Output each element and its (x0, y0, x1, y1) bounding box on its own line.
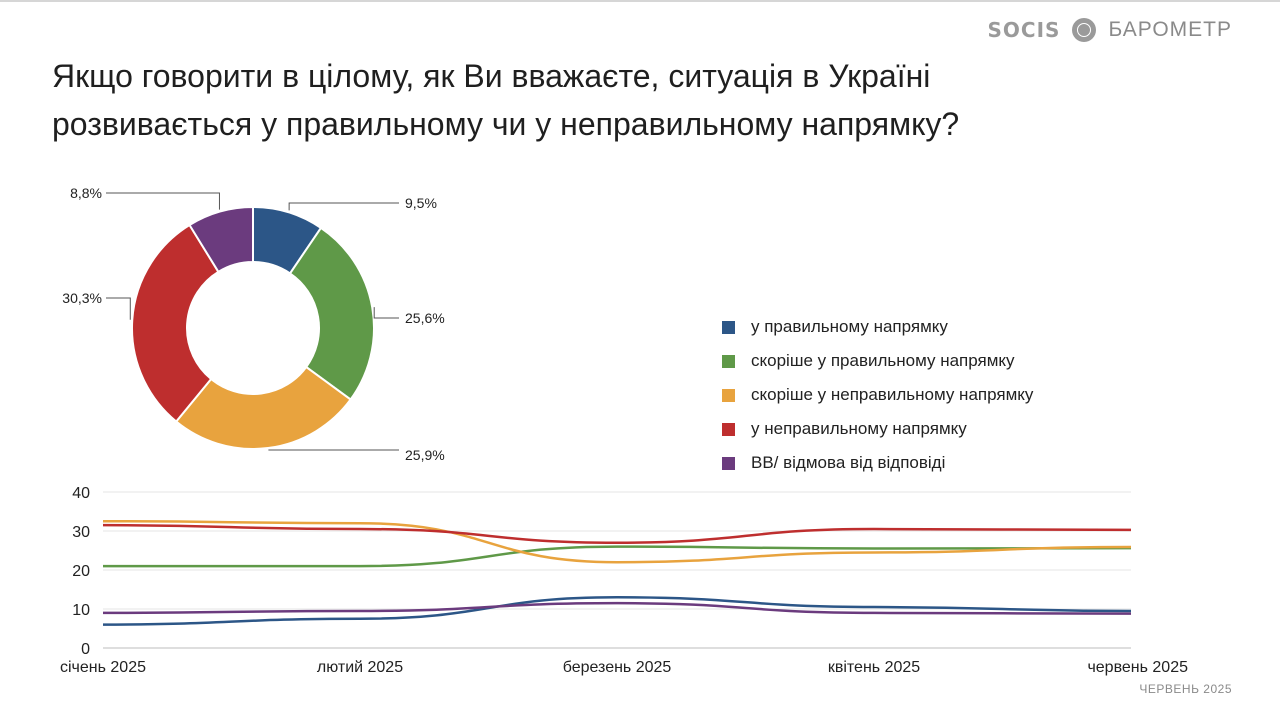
top-border (0, 0, 1280, 2)
x-tick-label-4: квітень 2025 (828, 659, 920, 676)
series-line-4 (102, 523, 1132, 544)
brand-header: SOCIS БАРОМЕТР (988, 18, 1232, 42)
series-line-3 (102, 520, 1132, 564)
legend-item-2: скоріше у правильному напрямку (722, 344, 1033, 378)
y-tick-label-30: 30 (72, 524, 90, 541)
legend-item-1: у правильному напрямку (722, 310, 1033, 344)
legend-item-4: у неправильному напрямку (722, 412, 1033, 446)
x-tick-label-3: березень 2025 (563, 659, 672, 676)
x-tick-label-2: лютий 2025 (317, 659, 403, 676)
legend-swatch-5 (722, 456, 735, 470)
legend-label-4: у неправильному напрямку (751, 419, 967, 438)
legend-swatch-4 (722, 422, 735, 436)
brand-name: БАРОМЕТР (1108, 18, 1232, 41)
legend-swatch-3 (722, 388, 735, 402)
page-title: Якщо говорити в цілому, як Ви вважаєте, … (52, 52, 1152, 148)
donut-leader-line-1 (288, 202, 399, 211)
series-line-2 (102, 545, 1132, 568)
legend-swatch-2 (722, 354, 735, 368)
y-tick-label-10: 10 (72, 602, 90, 619)
y-tick-label-0: 0 (81, 641, 90, 658)
legend-item-5: ВВ/ відмова від відповіді (722, 446, 1033, 480)
donut-slice-2 (288, 226, 375, 401)
donut-slice-3 (174, 365, 352, 450)
legend-label-1: у правильному напрямку (751, 317, 948, 336)
donut-chart: 9,5% 25,6% 25,9% 30,3% 8,8% (62, 185, 445, 463)
donut-data-label-4: 30,3% (62, 290, 102, 306)
donut-leader-line-2 (373, 307, 399, 319)
legend-label-2: скоріше у правильному напрямку (751, 351, 1015, 370)
donut-data-label-2: 25,6% (405, 310, 445, 326)
footer-date: ЧЕРВЕНЬ 2025 (1139, 682, 1232, 696)
socis-logo: SOCIS (987, 18, 1061, 42)
legend-label-5: ВВ/ відмова від відповіді (751, 453, 946, 472)
donut-data-label-1: 9,5% (405, 195, 437, 211)
donut-data-label-5: 8,8% (70, 185, 102, 201)
series-line-1 (102, 596, 1132, 626)
donut-leader-line-5 (106, 192, 220, 210)
donut-slice-4 (131, 223, 220, 423)
y-tick-label-20: 20 (72, 563, 90, 580)
x-tick-label-5: червень 2025 (1087, 659, 1188, 676)
x-tick-label-1: січень 2025 (60, 659, 146, 676)
title-line-1: Якщо говорити в цілому, як Ви вважаєте, … (52, 58, 931, 94)
y-tick-label-40: 40 (72, 485, 90, 502)
line-chart: 0 10 20 30 40 січень 2025 лютий 2025 березень 2… (60, 485, 1188, 676)
legend-label-3: скоріше у неправильному напрямку (751, 385, 1034, 404)
legend-swatch-1 (722, 320, 735, 334)
donut-data-label-3: 25,9% (405, 447, 445, 463)
donut-leader-line-4 (106, 297, 131, 320)
legend-item-3: скоріше у неправильному напрямку (722, 378, 1033, 412)
donut-slice-5 (188, 205, 254, 274)
series-line-5 (102, 601, 1132, 615)
seal-icon (1072, 18, 1097, 42)
chart-legend: у правильному напрямку скоріше у правильн… (722, 310, 1033, 480)
title-line-2: розвивається у правильному чи у неправил… (52, 106, 960, 142)
